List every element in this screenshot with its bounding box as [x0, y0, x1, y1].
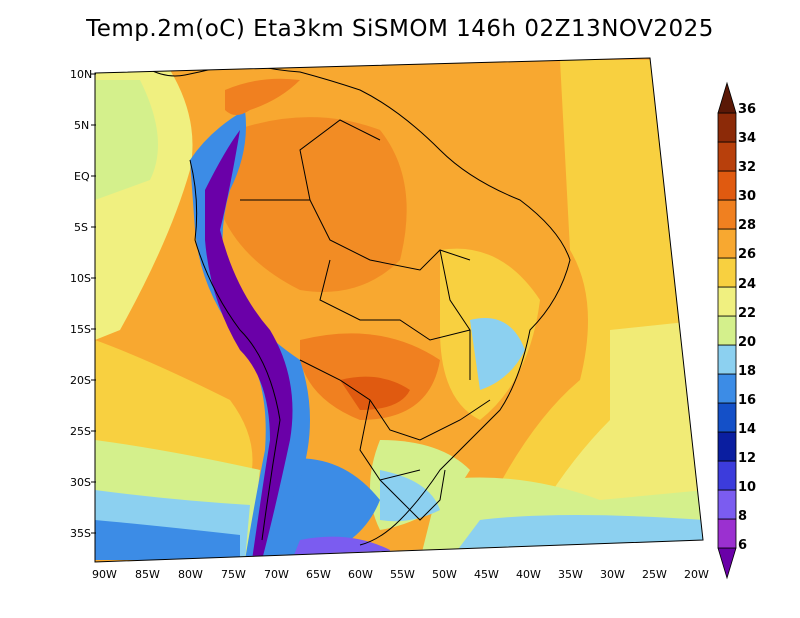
- colorbar-swatch: [717, 257, 737, 288]
- colorbar-label: 6: [738, 538, 747, 553]
- colorbar-label: 8: [738, 509, 747, 524]
- colorbar-swatch: [717, 344, 737, 375]
- colorbar-arrow-low: [717, 547, 737, 580]
- lat-label: 35S: [70, 527, 91, 540]
- lat-label: 30S: [70, 476, 91, 489]
- lon-label: 50W: [432, 568, 457, 581]
- colorbar-swatch: [717, 373, 737, 404]
- colorbar-swatch: [717, 431, 737, 462]
- map-title: Temp.2m(oC) Eta3km SiSMOM 146h 02Z13NOV2…: [86, 16, 714, 42]
- colorbar-swatch: [717, 315, 737, 346]
- colorbar-swatch: [717, 141, 737, 172]
- lat-label: 10S: [70, 272, 91, 285]
- lon-label: 25W: [642, 568, 667, 581]
- colorbar-label: 24: [738, 277, 756, 292]
- colorbar-label: 28: [738, 218, 756, 233]
- temperature-field: [95, 58, 703, 562]
- colorbar-arrow-high: [717, 81, 737, 114]
- map-frame: [94, 57, 704, 563]
- colorbar-swatch: [717, 170, 737, 201]
- lon-label: 55W: [390, 568, 415, 581]
- longitude-axis: 90W 85W 80W 75W 70W 65W 60W 55W 50W 45W …: [92, 568, 709, 581]
- lon-label: 45W: [474, 568, 499, 581]
- colorbar-label: 20: [738, 335, 756, 350]
- lat-label: 15S: [70, 323, 91, 336]
- colorbar-swatch: [717, 489, 737, 520]
- colorbar-swatch: [717, 286, 737, 317]
- lat-label: 5N: [74, 119, 89, 132]
- colorbar-label: 36: [738, 102, 756, 117]
- colorbar-swatch: [717, 112, 737, 143]
- lon-label: 65W: [306, 568, 331, 581]
- lon-label: 80W: [178, 568, 203, 581]
- latitude-axis: 10N 5N EQ 5S 10S 15S 20S 25S 30S 35S: [70, 68, 96, 540]
- lat-label: 10N: [70, 68, 92, 81]
- colorbar-label: 14: [738, 422, 756, 437]
- colorbar-label: 30: [738, 189, 756, 204]
- colorbar-label: 22: [738, 306, 756, 321]
- colorbar-swatch: [717, 402, 737, 433]
- lat-label: 25S: [70, 425, 91, 438]
- colorbar-label: 12: [738, 451, 756, 466]
- colorbar-label: 10: [738, 480, 756, 495]
- lat-label: 5S: [74, 221, 88, 234]
- lat-label: 20S: [70, 374, 91, 387]
- colorbar-swatch: [717, 518, 737, 549]
- colorbar-labels: 36 34 32 30 28 26 24 22 20 18 16 14 12 1…: [738, 102, 756, 553]
- colorbar-label: 34: [738, 131, 756, 146]
- colorbar-swatch: [717, 199, 737, 230]
- lon-label: 40W: [516, 568, 541, 581]
- lon-label: 90W: [92, 568, 117, 581]
- lon-label: 60W: [348, 568, 373, 581]
- lat-label: EQ: [74, 170, 90, 183]
- lon-label: 30W: [600, 568, 625, 581]
- lon-label: 85W: [135, 568, 160, 581]
- lon-label: 70W: [264, 568, 289, 581]
- colorbar-label: 18: [738, 364, 756, 379]
- lon-label: 35W: [558, 568, 583, 581]
- colorbar-label: 16: [738, 393, 756, 408]
- colorbar-swatch: [717, 460, 737, 491]
- colorbar-swatch: [717, 228, 737, 259]
- colorbar-label: 26: [738, 247, 756, 262]
- lon-label: 75W: [221, 568, 246, 581]
- colorbar-label: 32: [738, 160, 756, 175]
- colorbar: [717, 81, 737, 580]
- lon-label: 20W: [684, 568, 709, 581]
